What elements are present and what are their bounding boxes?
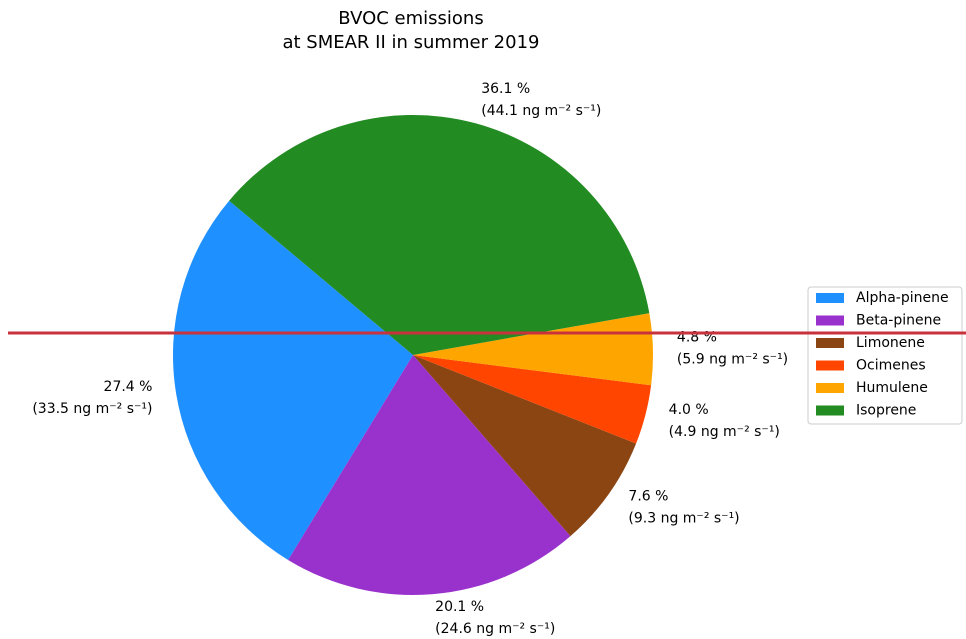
pie-slice: [229, 114, 650, 355]
amount-label: (4.9 ng m⁻² s⁻¹): [669, 424, 780, 440]
amount-label: (33.5 ng m⁻² s⁻¹): [32, 401, 152, 417]
amount-label: (5.9 ng m⁻² s⁻¹): [677, 352, 788, 368]
chart-subtitle: at SMEAR II in summer 2019: [282, 32, 539, 53]
legend-label: Humulene: [856, 380, 928, 396]
legend-label: Alpha-pinene: [856, 290, 949, 306]
pie: 27.4 % (33.5 ng m⁻² s⁻¹) 20.1 % (24.6 ng m⁻…: [32, 81, 788, 637]
legend-label: Isoprene: [856, 403, 916, 419]
value-label: 36.1 %: [481, 81, 530, 97]
amount-label: (9.3 ng m⁻² s⁻¹): [628, 511, 739, 527]
legend-swatch: [816, 338, 844, 348]
value-label: 27.4 %: [104, 379, 153, 395]
legend-swatch: [816, 360, 844, 371]
amount-label: (44.1 ng m⁻² s⁻¹): [481, 103, 601, 119]
legend-swatch: [816, 405, 844, 416]
legend-swatch: [816, 293, 844, 303]
legend-swatch: [816, 383, 844, 393]
chart-title: BVOC emissions: [338, 8, 483, 29]
pie-slice: [413, 355, 637, 537]
pie-slice: [288, 355, 571, 596]
legend-swatch: [816, 315, 844, 326]
legend: Alpha-pinene Beta-pinene Limonene Ocimenes H…: [807, 286, 963, 425]
legend-frame: [807, 286, 963, 425]
value-label: 4.0 %: [669, 402, 709, 418]
pie-slice: [172, 200, 413, 560]
amount-label: (24.6 ng m⁻² s⁻¹): [435, 621, 555, 637]
pie-slice: [413, 313, 653, 386]
legend-label: Beta-pinene: [856, 313, 941, 329]
legend-label: Limonene: [856, 335, 925, 351]
value-label: 7.6 %: [628, 489, 668, 505]
pie-slice: [413, 355, 652, 444]
legend-label: Ocimenes: [856, 358, 926, 374]
value-label: 20.1 %: [435, 599, 484, 615]
